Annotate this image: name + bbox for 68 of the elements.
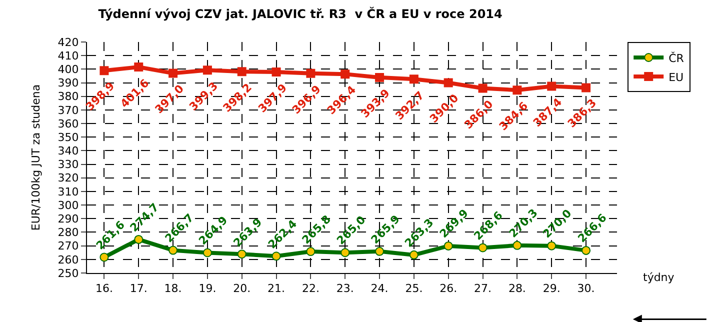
point [340,248,350,258]
point [100,252,109,262]
point [237,250,246,259]
point [512,240,522,250]
x-tick-label: 26. [440,282,458,296]
x-tick-label: 19. [198,282,216,296]
y-tick-label: 400 [58,63,79,76]
chart-title: Týdenní vývoj CZV jat. JALOVIC tř. R3 v ČR a EU v roce 2014 [98,6,502,22]
x-tick-label: 27. [474,282,492,296]
y-tick-label: 290 [58,212,79,226]
x-tick-label: 16. [95,282,113,296]
y-tick-label: 340 [58,144,79,158]
x-tick-label: 17. [130,282,148,296]
point [168,246,178,255]
y-axis-title: EUR/100kg JUT za studena [29,84,42,231]
point [306,68,316,78]
y-tick-label: 330 [58,158,79,172]
point [202,248,212,258]
point [409,250,418,260]
x-tick-label: 24. [370,282,388,296]
point [444,78,453,88]
x-tick-label: 21. [268,282,286,296]
point [547,241,556,250]
point [375,246,384,256]
text: týdny [643,271,675,284]
y-tick-label: 320 [58,172,79,185]
x-tick-label: 20. [233,282,251,296]
y-tick-label: 250 [58,266,79,280]
x-tick-label: 30. [577,282,595,296]
point [272,68,281,77]
legend-label: EU [668,70,684,84]
point [100,66,109,76]
x-tick-label: 25. [405,282,423,296]
y-tick-label: 350 [58,130,79,144]
x-tick-label: 22. [302,282,320,296]
point [340,70,350,79]
y-tick-label: 410 [58,49,79,62]
point [272,252,281,261]
y-tick-label: 270 [58,240,79,253]
y-tick-label: 390 [58,76,79,90]
point [237,67,246,76]
point [478,84,488,93]
point [375,72,384,82]
point [582,246,591,255]
y-tick-label: 260 [58,253,79,266]
legend-label: ČR [668,50,684,65]
y-tick-label: 310 [58,185,79,198]
y-tick-label: 360 [58,117,79,130]
point [478,243,488,252]
point [202,66,212,75]
y-tick-label: 420 [58,36,79,49]
point [134,62,144,72]
y-tick-label: 380 [58,90,79,104]
point [409,74,418,84]
y-tick-label: 280 [58,226,79,240]
y-tick-label: 370 [58,104,79,117]
x-tick-label: 28. [508,282,526,296]
point [547,82,556,91]
point [306,247,316,256]
x-tick-label: 29. [542,282,560,296]
point [512,86,522,95]
point [444,241,453,250]
x-tick-label: 18. [164,282,182,296]
point [168,68,178,78]
y-tick-label: 300 [58,198,79,212]
point [582,83,591,92]
point [134,234,144,244]
x-tick-label: 23. [336,282,354,296]
